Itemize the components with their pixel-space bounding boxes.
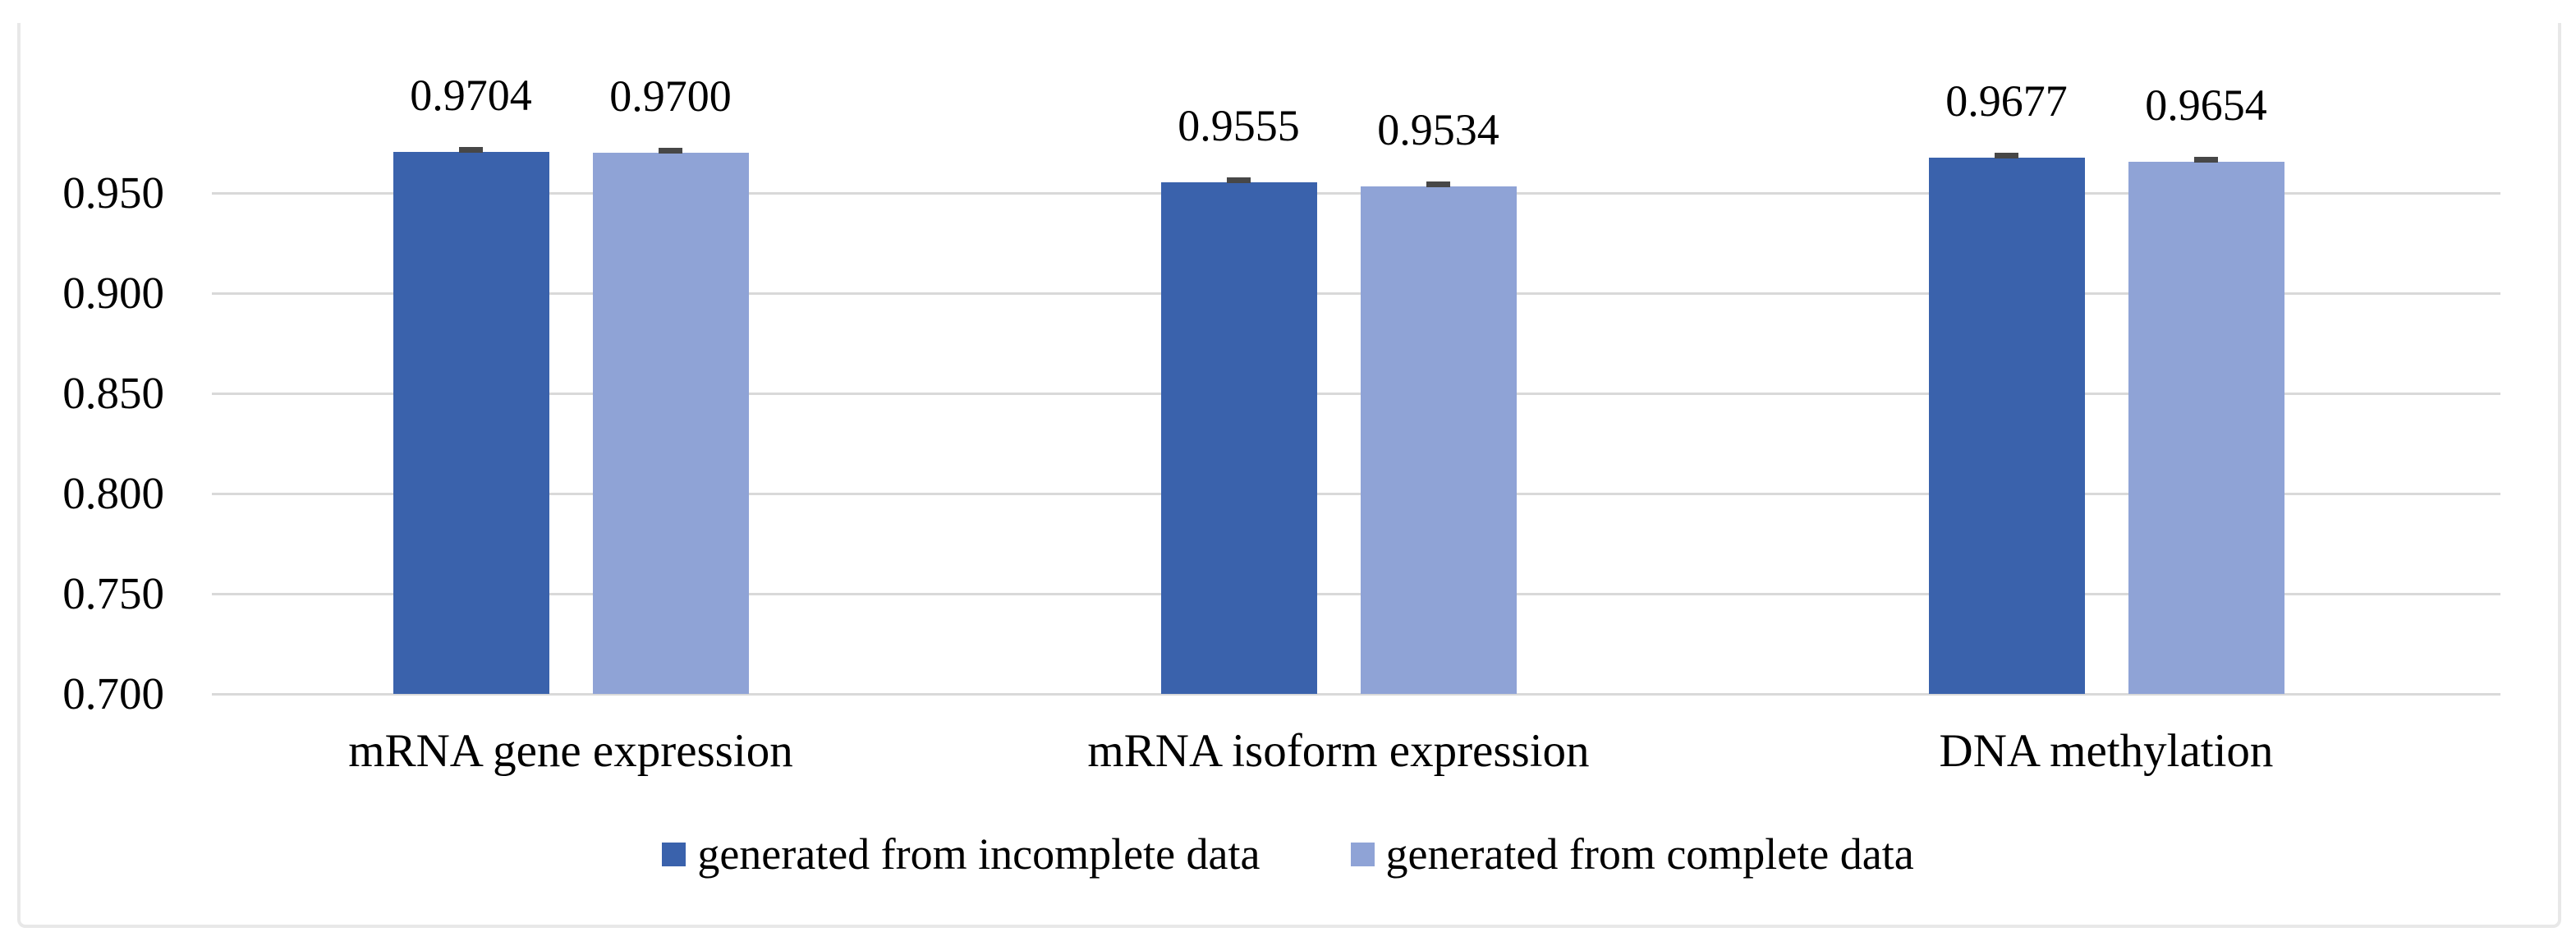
- error-bar-cap: [459, 147, 483, 154]
- bar-complete: [1360, 186, 1517, 694]
- legend-item-complete: generated from complete data: [1350, 829, 1914, 879]
- gridline: [212, 292, 2500, 295]
- legend-swatch-complete-icon: [1350, 842, 1375, 866]
- data-label: 0.9555: [1178, 100, 1300, 150]
- bar-complete: [2128, 162, 2284, 694]
- figure-frame: [17, 23, 2561, 928]
- gridline: [212, 192, 2500, 195]
- legend-item-incomplete: generated from incomplete data: [662, 829, 1260, 879]
- y-axis-tick-label: 0.900: [62, 268, 164, 318]
- data-label: 0.9677: [1945, 76, 2068, 126]
- error-bar-cap: [1426, 181, 1450, 187]
- gridline: [212, 593, 2500, 595]
- gridline: [212, 493, 2500, 495]
- y-axis-tick-label: 0.700: [62, 668, 164, 719]
- bar-incomplete: [393, 152, 549, 694]
- error-bar-cap: [659, 148, 682, 154]
- data-label: 0.9654: [2145, 80, 2267, 131]
- error-bar-cap: [1227, 177, 1251, 183]
- y-axis-tick-label: 0.800: [62, 468, 164, 518]
- y-axis-tick-label: 0.750: [62, 568, 164, 618]
- gridline: [212, 693, 2500, 696]
- bar-incomplete: [1160, 181, 1317, 694]
- bar-complete: [592, 153, 749, 694]
- y-axis-tick-label: 0.950: [62, 168, 164, 218]
- legend-swatch-incomplete-icon: [662, 842, 686, 866]
- category-label: mRNA gene expression: [348, 725, 793, 777]
- legend-label-complete: generated from complete data: [1385, 829, 1914, 879]
- category-label: DNA methylation: [1939, 725, 2274, 777]
- gridline: [212, 393, 2500, 395]
- category-label: mRNA isoform expression: [1087, 725, 1590, 777]
- data-label: 0.9700: [609, 71, 732, 122]
- error-bar-cap: [2194, 157, 2218, 163]
- y-axis-tick-label: 0.850: [62, 368, 164, 418]
- data-label: 0.9534: [1377, 104, 1499, 154]
- error-bar-cap: [1995, 152, 2018, 158]
- data-label: 0.9704: [410, 71, 532, 121]
- bar-incomplete: [1928, 157, 2085, 694]
- legend-label-incomplete: generated from incomplete data: [697, 829, 1260, 879]
- chart-legend: generated from incomplete data generated…: [0, 828, 2576, 880]
